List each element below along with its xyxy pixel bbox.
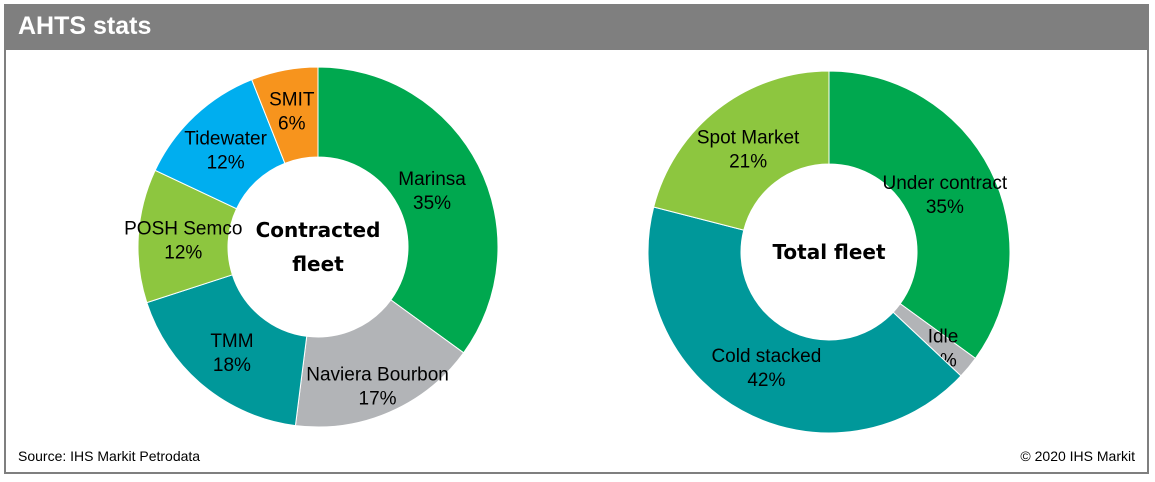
slice-cold-stacked [647,206,962,434]
slice-label-smit: SMIT 6% [269,89,315,134]
slice-label-naviera-bourbon: Naviera Bourbon 17% [306,365,449,410]
contracted-fleet-donut: Marinsa 35% Naviera Bourbon 17% TMM 18% POSH S… [124,66,499,428]
slice-smit [251,66,319,164]
slice-label-under-contract: Under contract 35% [883,173,1008,218]
slice-label-spot-market: Spot Market 21% [697,128,800,173]
contracted-fleet-chart: Marinsa 35% Naviera Bourbon 17% TMM 18% POSH S… [6,50,576,450]
copyright-note: © 2020 IHS Markit [1020,448,1135,464]
slice-marinsa [317,66,499,354]
center-label: Total fleet [772,240,886,264]
chart-frame: AHTS stats Marinsa 35% Naviera Bourbon 17% T… [4,4,1149,474]
source-note: Source: IHS Markit Petrodata [18,448,201,464]
slice-under-contract [828,70,1011,360]
slice-tmm [146,274,308,427]
slice-label-tidewater: Tidewater 12% [184,129,267,174]
slice-label-posh-semco: POSH Semco 12% [124,219,242,264]
slice-label-marinsa: Marinsa 35% [398,169,466,214]
page-title: AHTS stats [18,12,152,40]
slice-label-cold-stacked: Cold stacked 42% [711,346,821,391]
header-bar: AHTS stats [6,6,1147,50]
slice-spot-market [653,70,830,231]
slice-label-tmm: TMM 18% [210,331,253,376]
slice-naviera-bourbon [294,299,465,428]
center-label: Contracted fleet [256,218,381,276]
